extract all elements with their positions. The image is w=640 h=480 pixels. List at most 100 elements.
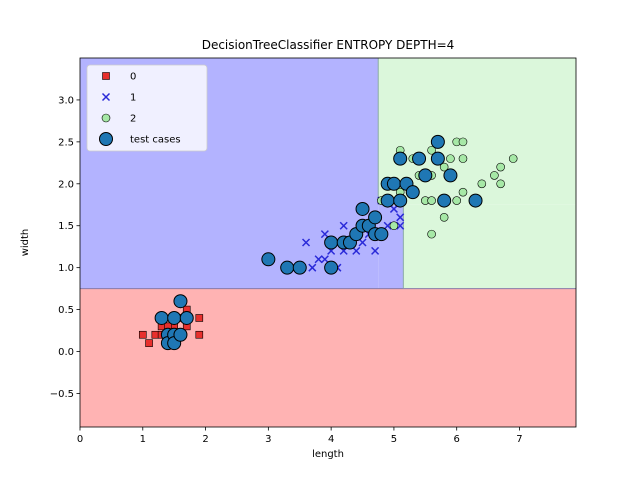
data-point-series-1	[352, 246, 361, 255]
x-tick-label: 5	[391, 434, 397, 445]
data-point-series-2	[458, 154, 468, 163]
legend-item: 2	[101, 113, 136, 125]
data-point-series-2	[496, 162, 505, 172]
data-point-series-3	[380, 193, 395, 208]
x-tick-label: 3	[265, 434, 271, 445]
data-point-series-1	[358, 238, 367, 247]
x-marker-stroke	[320, 230, 329, 239]
legend-marker	[99, 132, 113, 146]
decision-region-class-0	[80, 288, 576, 427]
x-tick-label: 2	[202, 434, 208, 445]
data-point-series-1	[383, 221, 392, 230]
data-point-series-2	[496, 179, 505, 189]
legend-item: 1	[101, 92, 136, 104]
data-point-series-1	[396, 213, 405, 222]
y-axis-ticks: −0.5 0.0 0.5 1.0 1.5 2.0 2.5 3.0	[50, 95, 80, 400]
data-point-series-1	[308, 263, 317, 272]
data-point-series-1	[389, 204, 398, 213]
data-point-series-3	[412, 151, 427, 166]
decision-region-class-2	[403, 204, 576, 289]
y-tick-label: 2.5	[58, 137, 74, 148]
data-point-series-1	[339, 221, 348, 230]
data-point-series-3	[386, 176, 401, 191]
data-point-series-3	[393, 193, 408, 208]
data-points	[138, 134, 518, 351]
data-point-series-1	[301, 238, 311, 247]
legend-marker	[101, 113, 111, 123]
y-tick-label: 0.0	[58, 347, 74, 358]
data-point-series-1	[320, 230, 329, 239]
data-point-series-1	[314, 255, 323, 264]
data-point-series-1	[320, 255, 329, 264]
plot-frame	[79, 57, 577, 428]
x-axis-ticks: 0 1 2 3 4 5 6 7	[77, 427, 523, 445]
legend-item: 0	[102, 72, 136, 83]
data-point-series-3	[173, 327, 188, 342]
data-point-series-3	[292, 260, 307, 275]
x-marker-stroke	[371, 246, 380, 255]
x-marker-stroke	[320, 255, 329, 264]
y-tick-label: 3.0	[58, 95, 74, 106]
x-marker-stroke	[101, 92, 111, 102]
data-point-series-3	[173, 294, 188, 309]
x-marker-stroke	[339, 221, 348, 230]
x-marker-stroke	[383, 221, 392, 230]
legend-label: 1	[130, 93, 136, 104]
legend-label: 0	[130, 72, 136, 83]
data-point-series-2	[427, 145, 436, 155]
x-tick-label: 1	[140, 434, 146, 445]
data-point-series-2	[458, 187, 468, 197]
data-point-series-0	[138, 330, 147, 339]
data-point-series-3	[443, 168, 458, 183]
x-marker-stroke	[396, 221, 405, 230]
data-point-series-3	[468, 193, 483, 208]
x-axis-label: length	[312, 449, 344, 460]
data-point-series-3	[430, 151, 445, 166]
x-tick-label: 4	[328, 434, 334, 445]
x-marker-stroke	[301, 238, 311, 247]
y-axis-label: width	[20, 229, 31, 257]
y-tick-label: −0.5	[50, 389, 74, 400]
data-point-series-3	[324, 260, 339, 275]
x-marker-stroke	[396, 213, 405, 222]
data-point-series-3	[280, 260, 295, 275]
data-point-series-0	[145, 339, 153, 347]
data-point-series-2	[439, 213, 449, 222]
x-marker-stroke	[358, 238, 367, 247]
x-tick-label: 6	[454, 434, 460, 445]
legend-marker	[102, 72, 110, 80]
x-tick-label: 0	[77, 434, 83, 445]
data-point-series-3	[405, 185, 420, 200]
data-point-series-2	[439, 162, 449, 172]
data-point-series-1	[396, 221, 405, 230]
y-tick-label: 0.5	[58, 305, 74, 316]
legend-label: 2	[130, 114, 136, 125]
data-point-series-2	[427, 229, 436, 239]
data-point-series-1	[371, 246, 380, 255]
x-tick-label: 7	[516, 434, 522, 445]
legend-box	[86, 64, 208, 152]
x-marker-stroke	[314, 255, 323, 264]
data-point-series-2	[452, 196, 462, 205]
data-point-series-2	[427, 196, 436, 205]
data-point-series-3	[368, 210, 383, 225]
data-point-series-2	[446, 154, 455, 163]
x-marker-stroke	[389, 204, 398, 213]
data-point-series-3	[355, 201, 370, 216]
data-point-series-3	[418, 168, 433, 183]
data-point-series-2	[389, 221, 399, 231]
legend: 0 1 2 test cases	[86, 64, 208, 152]
data-point-series-3	[167, 310, 182, 325]
data-point-series-0	[195, 330, 204, 339]
data-point-series-3	[154, 310, 169, 325]
y-tick-label: 2.0	[58, 179, 74, 190]
data-point-series-2	[490, 171, 499, 180]
data-point-series-3	[437, 193, 452, 208]
legend-label: test cases	[130, 135, 181, 146]
y-tick-label: 1.0	[58, 263, 74, 274]
data-point-series-0	[195, 314, 204, 322]
y-tick-label: 1.5	[58, 221, 74, 232]
data-point-series-3	[430, 134, 445, 149]
data-point-series-3	[261, 252, 276, 267]
